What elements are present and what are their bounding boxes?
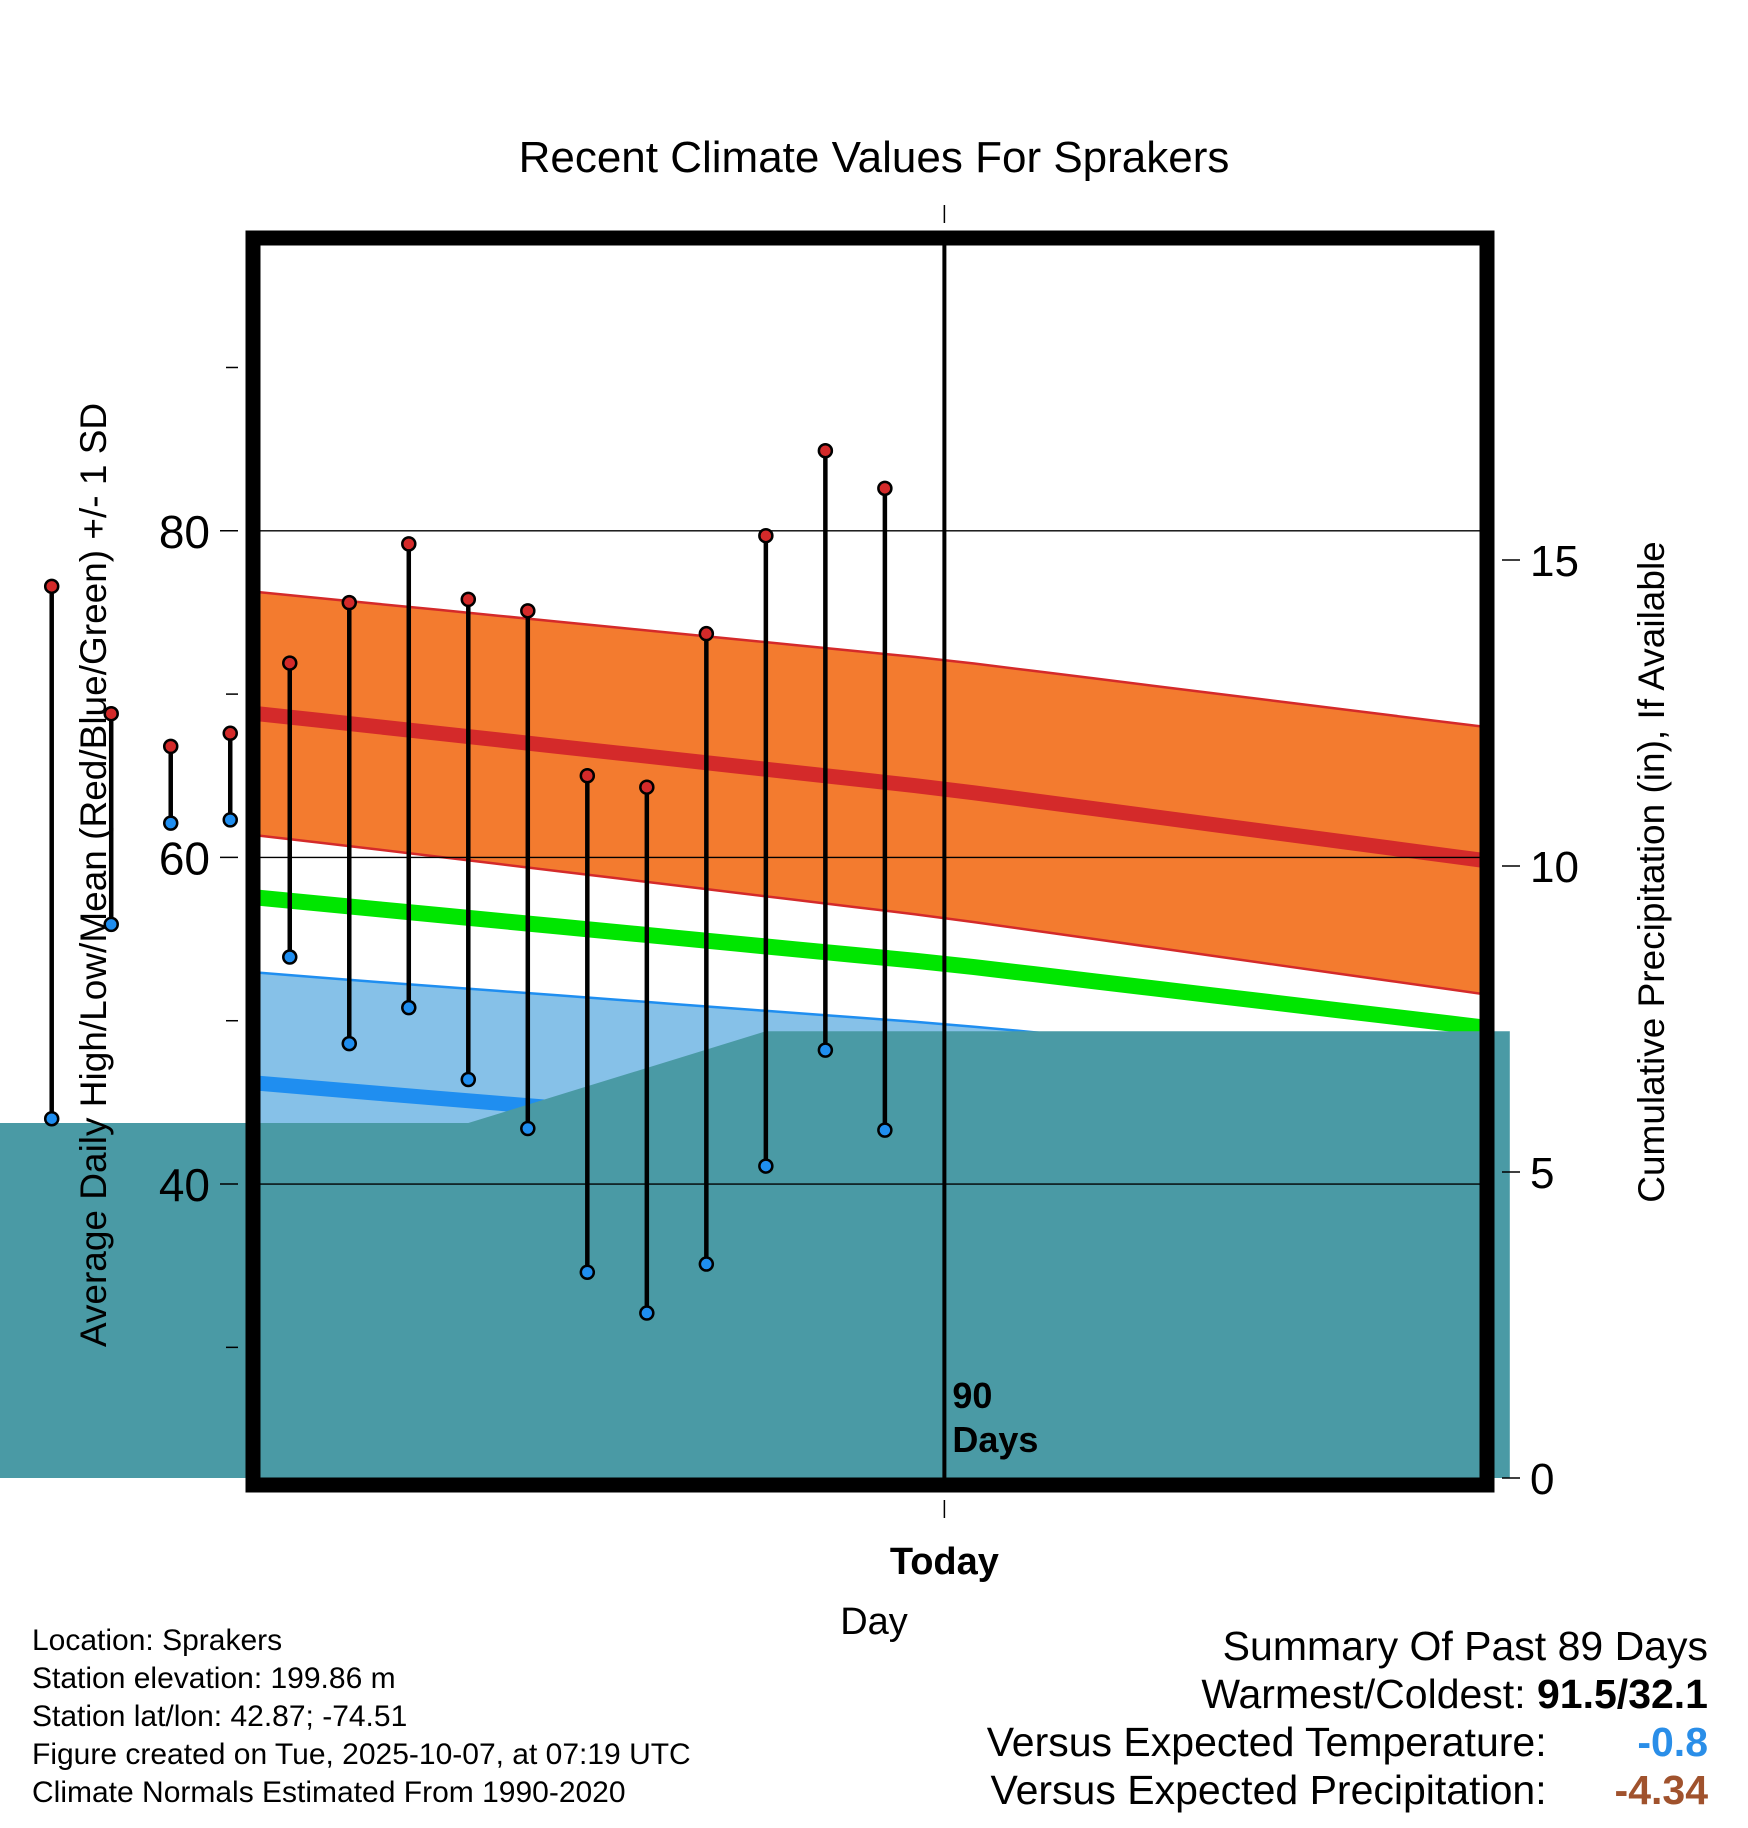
summary-precip: Versus Expected Precipitation: -4.34 — [987, 1766, 1709, 1814]
obs-high-point — [162, 738, 179, 755]
obs-low-point — [103, 916, 119, 933]
obs-high-point — [103, 705, 119, 722]
y-tick-label: 60 — [159, 832, 210, 884]
y-right-tick-label: 10 — [1530, 843, 1579, 892]
obs-high-point — [282, 655, 298, 671]
plot-border — [245, 230, 1495, 1493]
elevation-text: Station elevation: 199.86 m — [32, 1662, 396, 1695]
obs-low-point — [162, 815, 179, 831]
obs-low-point — [817, 1042, 834, 1058]
obs-high-point — [401, 536, 417, 552]
precip-label: Versus Expected Precipitation: — [990, 1767, 1547, 1813]
obs-high-point — [520, 603, 536, 619]
high-normal-line — [260, 706, 1480, 868]
y-axis-label: Average Daily High/Low/Mean (Red/Blue/Gr… — [73, 403, 114, 1347]
axes: 406080051015Jul 19Aug 08Aug 28Sep 17Toda… — [159, 205, 1579, 1583]
obs-low-point — [579, 1264, 596, 1280]
today-annotation-line1: 90 — [952, 1375, 992, 1416]
obs-low-point — [758, 1158, 774, 1174]
obs-low-point — [401, 999, 417, 1016]
high-normal-band — [260, 592, 1480, 994]
y-right-tick-label: 15 — [1530, 537, 1579, 586]
station-info: Location: Sprakers Station elevation: 19… — [32, 1622, 691, 1812]
temp-value: -0.8 — [1637, 1719, 1708, 1765]
summary-heading: Summary Of Past 89 Days — [1222, 1623, 1708, 1669]
summary-panel: Summary Of Past 89 Days Warmest/Coldest:… — [987, 1622, 1708, 1814]
obs-high-point — [758, 527, 774, 544]
chart-title: Recent Climate Values For Sprakers — [519, 133, 1230, 182]
mean-normal-line — [260, 889, 1480, 1036]
x-tick-label: Today — [890, 1541, 999, 1583]
today-annotation-line2: Days — [952, 1419, 1038, 1460]
normals-text: Climate Normals Estimated From 1990-2020 — [32, 1776, 626, 1809]
y-tick-label: 80 — [159, 506, 210, 558]
obs-low-point — [639, 1305, 655, 1321]
y-axis-right-label: Cumulative Precipitation (in), If Availa… — [1631, 541, 1672, 1203]
created-text: Figure created on Tue, 2025-10-07, at 07… — [32, 1738, 691, 1771]
cumulative-precipitation — [0, 1031, 1510, 1478]
observed-temperatures — [43, 443, 893, 1321]
obs-high-point — [43, 578, 60, 595]
obs-high-point — [460, 591, 477, 608]
high-band-lower-edge — [260, 834, 1480, 995]
obs-low-point — [43, 1110, 60, 1127]
plot-frame — [245, 230, 1495, 1493]
obs-high-point — [817, 443, 834, 459]
precip-value: -4.34 — [1614, 1767, 1708, 1813]
warm-cold-value: 91.5/32.1 — [1537, 1671, 1708, 1717]
obs-low-point — [698, 1256, 715, 1272]
obs-high-point — [222, 725, 238, 742]
high-band-upper-edge — [260, 590, 1480, 728]
warm-cold-label: Warmest/Coldest: — [1201, 1671, 1526, 1717]
obs-low-point — [520, 1120, 536, 1137]
obs-low-point — [282, 949, 298, 965]
y-right-tick-label: 0 — [1530, 1455, 1554, 1504]
obs-high-point — [639, 779, 655, 795]
obs-low-point — [460, 1071, 477, 1088]
location-text: Location: Sprakers — [32, 1624, 283, 1657]
obs-high-point — [579, 768, 596, 784]
temp-label: Versus Expected Temperature: — [986, 1719, 1547, 1765]
low-band-upper-edge — [260, 971, 1480, 1075]
low-normal-line — [260, 1075, 1480, 1204]
obs-high-point — [698, 625, 715, 642]
obs-low-point — [222, 812, 238, 828]
latlon-text: Station lat/lon: 42.87; -74.51 — [32, 1700, 408, 1733]
summary-temp: Versus Expected Temperature: -0.8 — [987, 1718, 1708, 1766]
obs-high-point — [341, 594, 358, 611]
precipitation-area — [0, 1031, 1510, 1478]
x-axis-label: Day — [840, 1601, 908, 1643]
obs-low-point — [877, 1122, 893, 1138]
y-right-tick-label: 5 — [1530, 1149, 1554, 1198]
obs-low-point — [341, 1035, 358, 1052]
obs-high-point — [877, 480, 893, 497]
summary-warm-cold: Warmest/Coldest: 91.5/32.1 — [987, 1670, 1708, 1718]
y-tick-label: 40 — [159, 1159, 210, 1211]
